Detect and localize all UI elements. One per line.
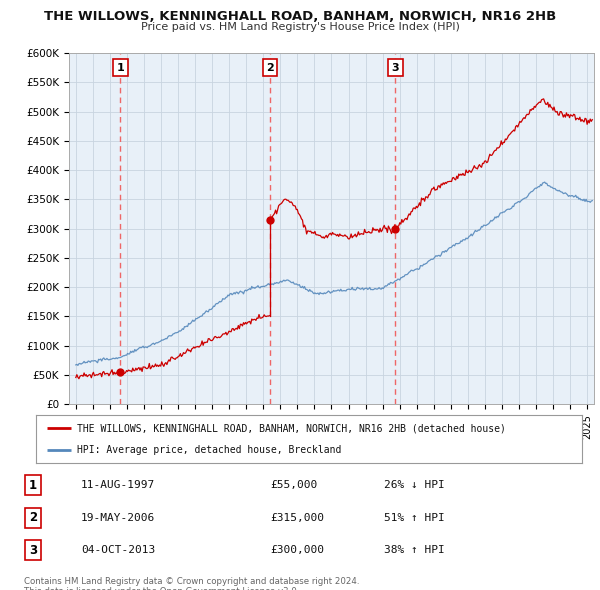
Text: HPI: Average price, detached house, Breckland: HPI: Average price, detached house, Brec…	[77, 445, 341, 455]
Text: 19-MAY-2006: 19-MAY-2006	[81, 513, 155, 523]
Text: THE WILLOWS, KENNINGHALL ROAD, BANHAM, NORWICH, NR16 2HB (detached house): THE WILLOWS, KENNINGHALL ROAD, BANHAM, N…	[77, 423, 506, 433]
Text: 1: 1	[116, 63, 124, 73]
Text: 2: 2	[266, 63, 274, 73]
Text: £55,000: £55,000	[270, 480, 317, 490]
Text: £300,000: £300,000	[270, 545, 324, 555]
Text: 2: 2	[29, 511, 37, 525]
Text: THE WILLOWS, KENNINGHALL ROAD, BANHAM, NORWICH, NR16 2HB: THE WILLOWS, KENNINGHALL ROAD, BANHAM, N…	[44, 10, 556, 23]
Text: Price paid vs. HM Land Registry's House Price Index (HPI): Price paid vs. HM Land Registry's House …	[140, 22, 460, 32]
Text: 26% ↓ HPI: 26% ↓ HPI	[384, 480, 445, 490]
Text: 1: 1	[29, 478, 37, 492]
Text: 3: 3	[392, 63, 399, 73]
Text: 3: 3	[29, 543, 37, 557]
Text: Contains HM Land Registry data © Crown copyright and database right 2024.
This d: Contains HM Land Registry data © Crown c…	[24, 577, 359, 590]
Text: 11-AUG-1997: 11-AUG-1997	[81, 480, 155, 490]
Text: 51% ↑ HPI: 51% ↑ HPI	[384, 513, 445, 523]
Text: 04-OCT-2013: 04-OCT-2013	[81, 545, 155, 555]
Text: £315,000: £315,000	[270, 513, 324, 523]
Text: 38% ↑ HPI: 38% ↑ HPI	[384, 545, 445, 555]
